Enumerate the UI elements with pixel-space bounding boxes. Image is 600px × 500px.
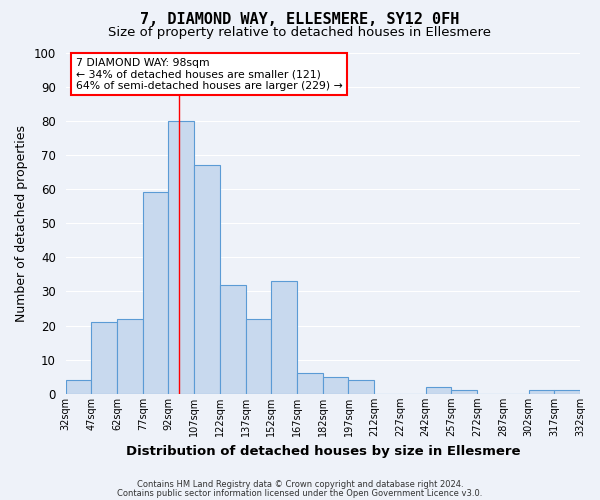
Bar (297, 374, 323, 394)
Bar (529, 390, 554, 394)
Bar (220, 284, 245, 394)
Bar (451, 390, 477, 394)
Text: 7, DIAMOND WAY, ELLESMERE, SY12 0FH: 7, DIAMOND WAY, ELLESMERE, SY12 0FH (140, 12, 460, 28)
Bar (143, 192, 169, 394)
Bar (349, 380, 374, 394)
Bar (323, 377, 349, 394)
Text: Contains public sector information licensed under the Open Government Licence v3: Contains public sector information licen… (118, 488, 482, 498)
Y-axis label: Number of detached properties: Number of detached properties (15, 124, 28, 322)
Bar (169, 121, 194, 394)
Bar (65, 380, 91, 394)
Bar (194, 165, 220, 394)
Bar (91, 322, 117, 394)
Bar (425, 387, 451, 394)
Text: Size of property relative to detached houses in Ellesmere: Size of property relative to detached ho… (109, 26, 491, 39)
X-axis label: Distribution of detached houses by size in Ellesmere: Distribution of detached houses by size … (125, 444, 520, 458)
Text: Contains HM Land Registry data © Crown copyright and database right 2024.: Contains HM Land Registry data © Crown c… (137, 480, 463, 489)
Bar (271, 281, 297, 394)
Bar (554, 390, 580, 394)
Text: 7 DIAMOND WAY: 98sqm
← 34% of detached houses are smaller (121)
64% of semi-deta: 7 DIAMOND WAY: 98sqm ← 34% of detached h… (76, 58, 343, 91)
Bar (245, 319, 271, 394)
Bar (117, 319, 143, 394)
